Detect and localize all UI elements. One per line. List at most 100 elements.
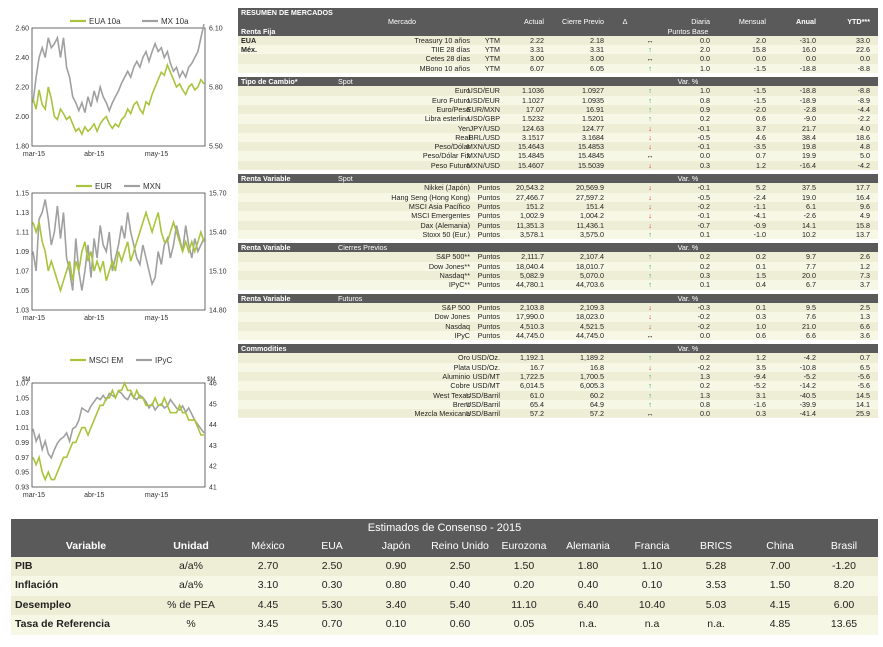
row-prev: 20,569.9 xyxy=(576,183,604,193)
y-left-tick: 0.97 xyxy=(15,455,29,462)
section-gap xyxy=(238,340,878,345)
y-right-tick: 46 xyxy=(209,381,217,388)
consensus-value: 2.50 xyxy=(449,559,471,572)
consensus-value: 0.40 xyxy=(449,579,471,591)
row-actual: 17.07 xyxy=(526,104,544,114)
market-row: Hang Seng (Hong Kong) Puntos 27,466.7 27,59… xyxy=(238,192,878,202)
section-header: Renta Variable Spot Var. % xyxy=(238,174,878,184)
col-ytd: YTD*** xyxy=(847,17,870,27)
consensus-value: 0.60 xyxy=(449,618,471,630)
market-row: Plata USD/Oz. 16.7 16.8 ↓ -0.2 3.5 -10.8 6.5 xyxy=(238,362,878,372)
row-monthly: 0.7 xyxy=(756,151,766,161)
change-arrow-icon: ↔ xyxy=(646,35,654,45)
consensus-value: 4.85 xyxy=(769,618,791,630)
row-monthly: 1.2 xyxy=(756,353,766,363)
row-actual: 44,745.0 xyxy=(516,330,544,340)
change-arrow-icon: ↓ xyxy=(648,123,652,133)
row-monthly: 1.5 xyxy=(756,271,766,281)
section-header: Tipo de Cambio* Spot Var. % xyxy=(238,77,878,87)
plot-frame xyxy=(31,27,206,147)
row-ytd: 0.7 xyxy=(860,353,870,363)
consensus-unit: a/a% xyxy=(179,579,203,591)
consensus-value: 0.20 xyxy=(513,579,535,591)
consensus-col-0: Variable xyxy=(65,540,107,552)
change-arrow-icon: ↑ xyxy=(648,381,652,391)
change-arrow-icon: ↔ xyxy=(646,151,654,161)
row-name: West Texas xyxy=(433,390,470,400)
row-actual: 6,014.5 xyxy=(520,381,544,391)
row-name: MBono 10 años xyxy=(419,63,470,73)
consensus-value: 1.10 xyxy=(641,559,663,572)
row-daily: -0.7 xyxy=(697,220,710,230)
consensus-title: Estimados de Consenso - 2015 xyxy=(11,519,878,537)
row-ytd: -8.9 xyxy=(857,95,870,105)
row-unit: Puntos xyxy=(477,280,500,290)
legend-label: EUA 10a xyxy=(89,17,121,26)
consensus-row: Desempleo % de PEA 4.45 5.30 3.40 5.40 11.10 6.… xyxy=(11,595,878,615)
section-header: Renta Fija Puntos Base xyxy=(238,26,878,36)
row-unit: EUR/MXN xyxy=(466,104,500,114)
change-arrow-icon: ↑ xyxy=(648,271,652,281)
row-actual: 1.1027 xyxy=(522,95,544,105)
change-arrow-icon: ↓ xyxy=(648,142,652,152)
row-prev: 1,700.5 xyxy=(580,371,604,381)
row-annual: 19.0 xyxy=(802,192,816,202)
section-subtitle: Spot xyxy=(338,174,353,184)
change-arrow-icon: ↑ xyxy=(648,353,652,363)
row-name: IPyC** xyxy=(448,280,470,290)
row-prev: 3.31 xyxy=(590,45,604,55)
consensus-col-1: Unidad xyxy=(173,540,209,552)
row-daily: 0.3 xyxy=(700,160,710,170)
row-prev: 124.77 xyxy=(582,123,604,133)
y-left-tick: 1.05 xyxy=(15,288,29,295)
row-daily: 0.1 xyxy=(700,280,710,290)
section-title: Renta Fija xyxy=(241,26,276,36)
row-annual: 7.7 xyxy=(806,261,816,271)
row-prev: 2,109.3 xyxy=(580,302,604,312)
row-daily: -0.1 xyxy=(697,211,710,221)
row-name: Peso/Dólar xyxy=(434,142,470,152)
row-actual: 44,780.1 xyxy=(516,280,544,290)
row-prev: 6.05 xyxy=(590,63,604,73)
row-actual: 2,111.7 xyxy=(521,252,544,262)
row-daily: -0.1 xyxy=(697,183,710,193)
consensus-row: PIB a/a% 2.70 2.50 0.90 2.50 1.50 1.80 1.10 5.28 7… xyxy=(11,556,878,576)
plot-frame xyxy=(31,382,206,488)
row-actual: 2.22 xyxy=(530,35,544,45)
row-annual: -41.4 xyxy=(799,409,816,419)
row-unit: USD/Oz. xyxy=(471,362,500,372)
row-prev: 1,004.2 xyxy=(580,211,604,221)
row-unit: Puntos xyxy=(477,192,500,202)
row-monthly: 0.3 xyxy=(756,312,766,322)
row-ytd: 9.6 xyxy=(860,201,870,211)
row-actual: 16.7 xyxy=(530,362,544,372)
market-row: Nasdaq Puntos 4,510.3 4,521.5 ↓ -0.2 1.0 21.0 6.… xyxy=(238,321,878,331)
row-prev: 6,005.3 xyxy=(580,381,604,391)
row-prev: 151.4 xyxy=(586,201,604,211)
y-left-tick: 1.15 xyxy=(15,191,29,198)
change-arrow-icon: ↑ xyxy=(648,390,652,400)
row-prev: 15.5039 xyxy=(578,160,604,170)
row-prev: 15.4845 xyxy=(578,151,604,161)
right-axis-unit: $M xyxy=(207,377,215,383)
consensus-value: 5.30 xyxy=(321,598,343,611)
row-monthly: 0.6 xyxy=(756,114,766,124)
row-unit: YTM xyxy=(484,35,500,45)
row-annual: 0.0 xyxy=(806,54,816,64)
change-arrow-icon: ↑ xyxy=(648,63,652,73)
row-actual: 124.63 xyxy=(522,123,544,133)
row-daily: 1.0 xyxy=(700,86,710,96)
section-header: Renta Variable Cierres Previos Var. % xyxy=(238,243,878,253)
legend-label: EUR xyxy=(95,182,112,191)
row-unit: Puntos xyxy=(477,229,500,239)
consensus-value: 0.70 xyxy=(321,618,343,630)
equity-index-chart: MSCI EM IPyC 1.07 1.05 1.03 1.01 0.99 0.97 0.95 0… xyxy=(15,356,217,499)
row-daily: -0.1 xyxy=(697,142,710,152)
market-row: Brent USD/Barril 65.4 64.9 ↑ 0.8 -1.6 -39.9 14.1 xyxy=(238,399,878,410)
row-actual: 1.1036 xyxy=(522,86,544,96)
row-name: Brent xyxy=(452,399,470,409)
change-arrow-icon: ↓ xyxy=(648,321,652,331)
change-arrow-icon: ↓ xyxy=(648,220,652,230)
consensus-col-8: Francia xyxy=(634,540,670,552)
section-units: Var. % xyxy=(677,174,699,184)
